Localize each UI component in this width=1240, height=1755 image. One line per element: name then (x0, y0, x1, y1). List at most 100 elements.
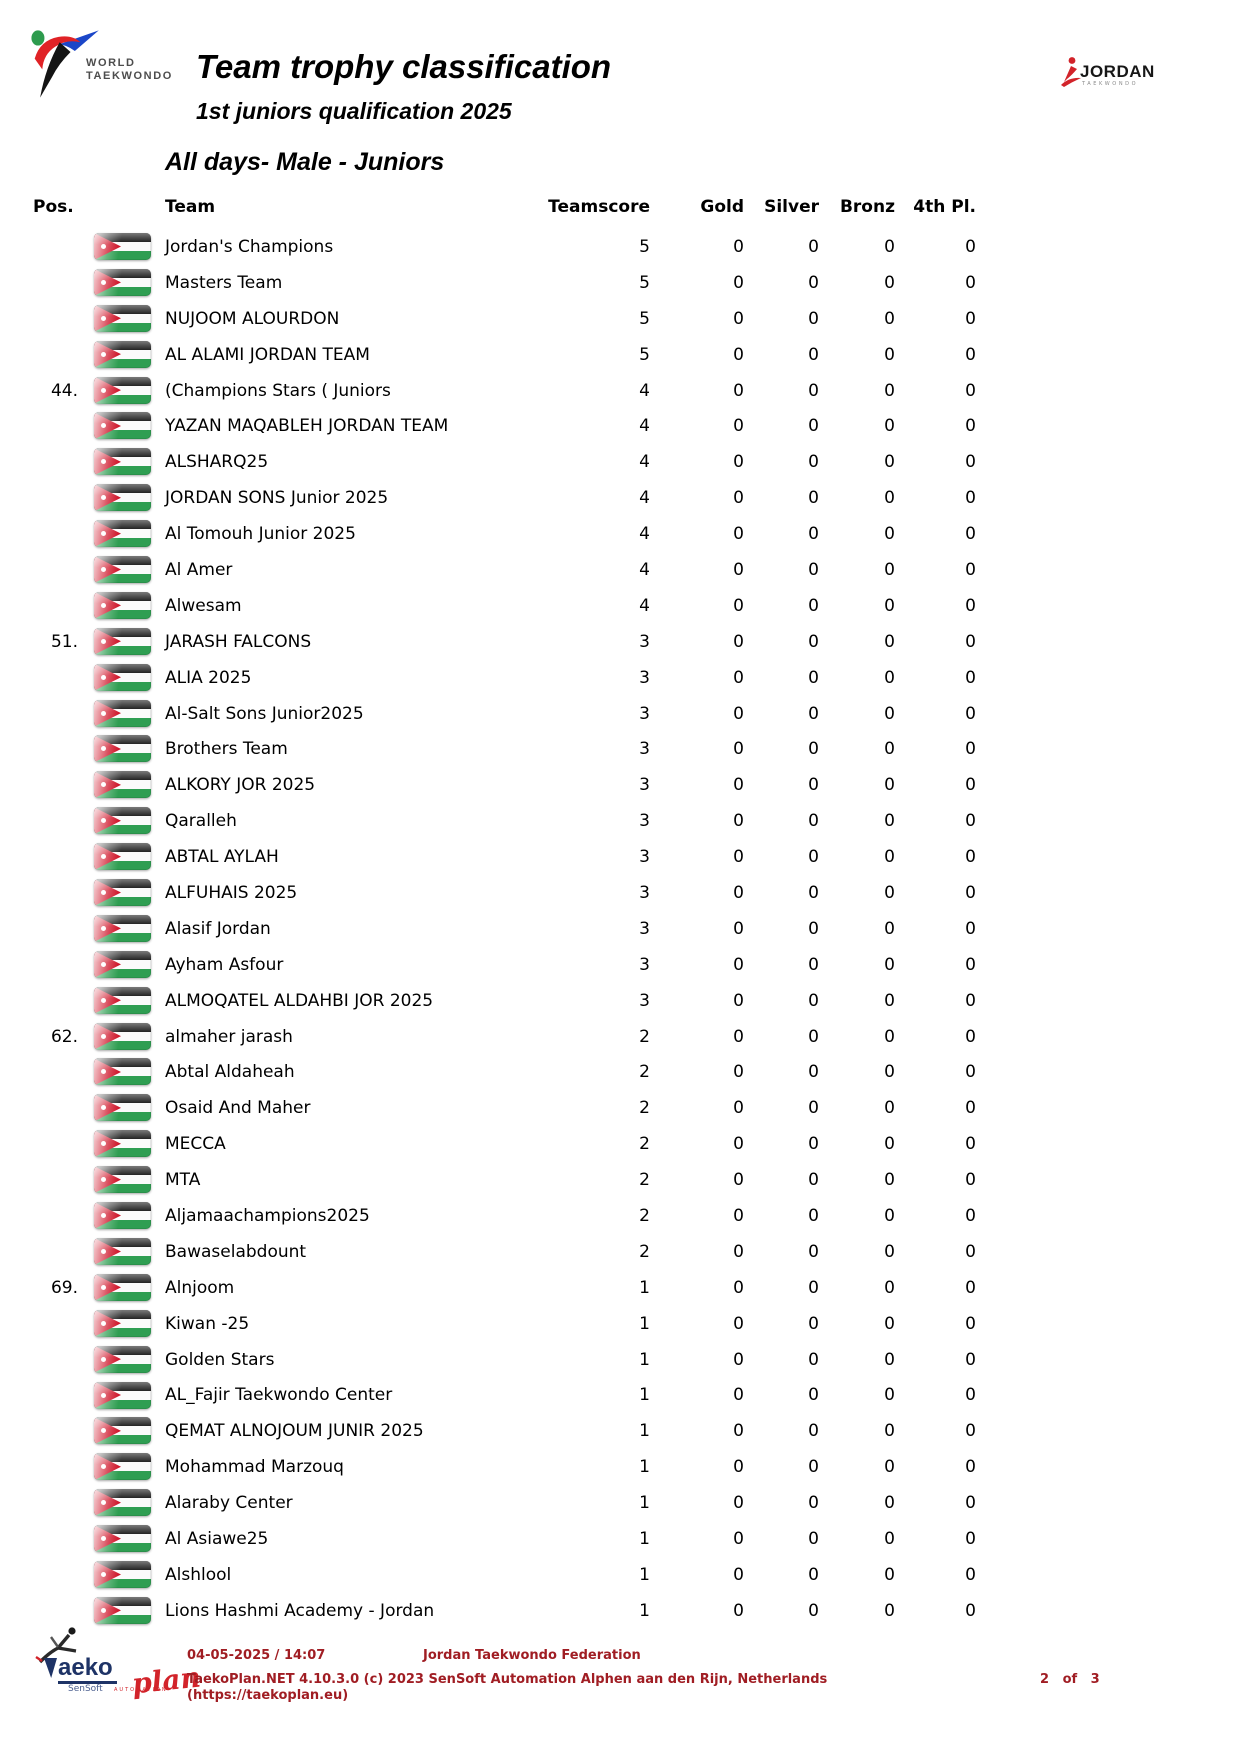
table-row: Alasif Jordan 3 0 0 0 0 (30, 911, 990, 947)
position-cell (30, 301, 78, 337)
team-name: JARASH FALCONS (165, 631, 312, 652)
gold-cell: 0 (733, 703, 744, 724)
gold-cell: 0 (733, 631, 744, 652)
position-cell (30, 1126, 78, 1162)
silver-cell: 0 (808, 739, 819, 760)
teamscore-cell: 3 (639, 811, 650, 832)
table-row: Alaraby Center 1 0 0 0 0 (30, 1485, 990, 1521)
4th-pl-cell: 0 (965, 272, 976, 293)
4th-pl-cell: 0 (965, 452, 976, 473)
4th-pl-cell: 0 (965, 631, 976, 652)
table-row: Kiwan -25 1 0 0 0 0 (30, 1306, 990, 1342)
team-name: Mohammad Marzouq (165, 1457, 344, 1478)
bronz-cell: 0 (884, 1170, 895, 1191)
position-cell (30, 947, 78, 983)
teamscore-cell: 3 (639, 631, 650, 652)
taekwondo-athlete-icon (35, 1627, 77, 1664)
silver-cell: 0 (808, 1098, 819, 1119)
4th-pl-cell: 0 (965, 775, 976, 796)
team-name: (Champions Stars ( Juniors (165, 380, 391, 401)
position-cell (30, 1342, 78, 1378)
position-cell (30, 516, 78, 552)
team-name: ALFUHAIS 2025 (165, 882, 298, 903)
position-cell (30, 1485, 78, 1521)
bronz-cell: 0 (884, 559, 895, 580)
gold-cell: 0 (733, 918, 744, 939)
bronz-cell: 0 (884, 1205, 895, 1226)
4th-pl-cell: 0 (965, 524, 976, 545)
jordan-flag-icon (94, 1596, 151, 1624)
jordan-flag-icon (94, 771, 151, 799)
silver-cell: 0 (808, 416, 819, 437)
team-name: QEMAT ALNOJOUM JUNIR 2025 (165, 1421, 424, 1442)
bronz-cell: 0 (884, 847, 895, 868)
team-name: Qaralleh (165, 811, 237, 832)
4th-pl-cell: 0 (965, 1241, 976, 1262)
software-credit: TaekoPlan.NET 4.10.3.0 (c) 2023 SenSoft … (187, 1672, 828, 1687)
table-row: Alshlool 1 0 0 0 0 (30, 1557, 990, 1593)
gold-cell: 0 (733, 1205, 744, 1226)
silver-cell: 0 (808, 344, 819, 365)
jordan-flag-icon (94, 448, 151, 476)
table-row: Qaralleh 3 0 0 0 0 (30, 803, 990, 839)
4th-pl-cell: 0 (965, 559, 976, 580)
table-row: ALIA 2025 3 0 0 0 0 (30, 660, 990, 696)
gold-cell: 0 (733, 416, 744, 437)
section-title: All days- Male - Juniors (165, 148, 445, 176)
gold-cell: 0 (733, 344, 744, 365)
bronz-cell: 0 (884, 882, 895, 903)
table-row: ALKORY JOR 2025 3 0 0 0 0 (30, 767, 990, 803)
table-row: Lions Hashmi Academy - Jordan 1 0 0 0 0 (30, 1593, 990, 1629)
position-cell: 44. (50, 380, 78, 401)
gold-cell: 0 (733, 1385, 744, 1406)
table-row: Jordan's Champions 5 0 0 0 0 (30, 229, 990, 265)
table-row: Abtal Aldaheah 2 0 0 0 0 (30, 1054, 990, 1090)
teamscore-cell: 4 (639, 452, 650, 473)
gold-cell: 0 (733, 954, 744, 975)
automation-label: AUTOMATION (114, 1687, 168, 1693)
silver-cell: 0 (808, 1457, 819, 1478)
table-row: Masters Team 5 0 0 0 0 (30, 265, 990, 301)
table-row: ABTAL AYLAH 3 0 0 0 0 (30, 839, 990, 875)
bronz-cell: 0 (884, 1026, 895, 1047)
bronz-cell: 0 (884, 1241, 895, 1262)
team-name: ALMOQATEL ALDAHBI JOR 2025 (165, 990, 434, 1011)
jordan-flag-icon (94, 1130, 151, 1158)
bronz-cell: 0 (884, 1457, 895, 1478)
4th-pl-cell: 0 (965, 811, 976, 832)
teamscore-cell: 3 (639, 667, 650, 688)
table-row: Bawaselabdount 2 0 0 0 0 (30, 1234, 990, 1270)
table-row: YAZAN MAQABLEH JORDAN TEAM 4 0 0 0 0 (30, 408, 990, 444)
teamscore-cell: 3 (639, 739, 650, 760)
table-row: QEMAT ALNOJOUM JUNIR 2025 1 0 0 0 0 (30, 1413, 990, 1449)
teamscore-cell: 1 (639, 1564, 650, 1585)
team-name: Lions Hashmi Academy - Jordan (165, 1600, 435, 1621)
4th-pl-cell: 0 (965, 236, 976, 257)
team-name: MECCA (165, 1134, 226, 1155)
silver-cell: 0 (808, 1205, 819, 1226)
teamscore-cell: 2 (639, 1062, 650, 1083)
column-header-4th-pl: 4th Pl. (913, 197, 976, 217)
bronz-cell: 0 (884, 1277, 895, 1298)
team-name: Al Asiawe25 (165, 1529, 269, 1549)
gold-cell: 0 (733, 775, 744, 796)
team-name: AL_Fajir Taekwondo Center (165, 1385, 393, 1406)
jordan-flag-icon (94, 376, 151, 404)
team-name: ABTAL AYLAH (165, 847, 279, 868)
4th-pl-cell: 0 (965, 667, 976, 688)
teamscore-cell: 3 (639, 954, 650, 975)
table-row: Al Tomouh Junior 2025 4 0 0 0 0 (30, 516, 990, 552)
table-row: Mohammad Marzouq 1 0 0 0 0 (30, 1449, 990, 1485)
position-cell (30, 875, 78, 911)
silver-cell: 0 (808, 1026, 819, 1047)
4th-pl-cell: 0 (965, 1457, 976, 1478)
taekoplan-wordmark: aeko plan (44, 1654, 202, 1701)
gold-cell: 0 (733, 1349, 744, 1370)
gold-cell: 0 (733, 272, 744, 293)
gold-cell: 0 (733, 739, 744, 760)
position-cell (30, 408, 78, 444)
print-datetime: 04-05-2025 / 14:07 (187, 1648, 326, 1663)
4th-pl-cell: 0 (965, 488, 976, 509)
event-subtitle: 1st juniors qualification 2025 (196, 98, 512, 124)
position-cell (30, 337, 78, 373)
